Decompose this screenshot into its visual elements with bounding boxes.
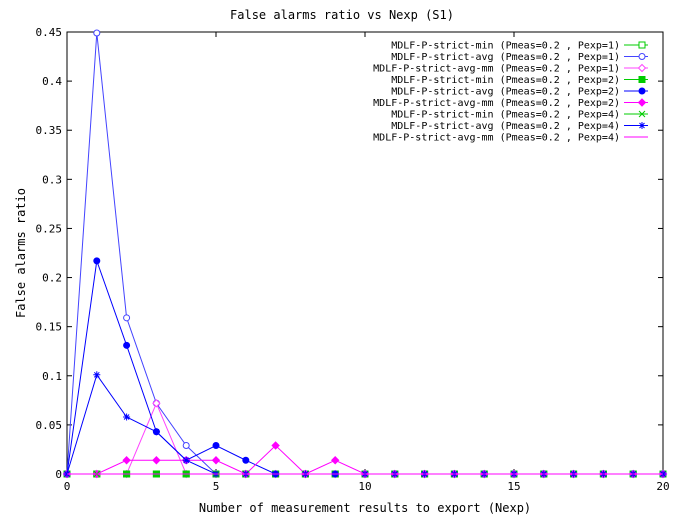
x-tick-label: 5 [213,480,220,493]
series-3 [64,400,667,478]
legend-entry-label: MDLF-P-strict-avg (Pmeas=0.2 , Pexp=1) [391,52,620,63]
data-point [213,443,219,449]
data-point [213,457,220,464]
legend-entry-label: MDLF-P-strict-min (Pmeas=0.2 , Pexp=4) [391,110,620,121]
data-point [183,457,190,464]
y-axis-label: False alarms ratio [14,188,28,318]
legend-sample-marker [639,99,646,106]
data-point [183,443,189,449]
data-point [243,457,249,463]
legend-sample-marker [639,65,646,72]
y-tick-label: 0.25 [36,222,63,235]
data-point [123,457,130,464]
chart-title: False alarms ratio vs Nexp (S1) [230,8,454,22]
y-tick-label: 0.4 [42,75,62,88]
data-point [124,342,130,348]
data-point [124,315,130,321]
legend-entry-label: MDLF-P-strict-avg (Pmeas=0.2 , Pexp=4) [391,121,620,132]
data-point [153,428,160,435]
legend-sample-marker [639,122,646,129]
data-point [94,30,100,36]
legend-sample-marker [639,88,645,94]
series-line [67,261,663,474]
y-tick-label: 0.2 [42,272,62,285]
y-tick-label: 0 [55,468,62,481]
data-point [332,457,339,464]
x-axis-label: Number of measurement results to export … [199,501,531,515]
legend-entry-label: MDLF-P-strict-avg (Pmeas=0.2 , Pexp=2) [391,87,620,98]
y-tick-label: 0.05 [36,419,63,432]
data-point [123,414,130,421]
legend-entry-label: MDLF-P-strict-min (Pmeas=0.2 , Pexp=1) [391,41,620,52]
data-point [93,371,100,378]
legend-entry-label: MDLF-P-strict-avg-mm (Pmeas=0.2 , Pexp=1… [373,64,620,75]
legend: MDLF-P-strict-min (Pmeas=0.2 , Pexp=1)MD… [373,41,648,144]
legend-sample-marker [639,42,645,48]
y-tick-label: 0.35 [36,124,63,137]
x-tick-label: 15 [507,480,520,493]
x-tick-label: 20 [656,480,669,493]
legend-entry-label: MDLF-P-strict-min (Pmeas=0.2 , Pexp=2) [391,75,620,86]
y-tick-label: 0.3 [42,173,62,186]
y-tick-label: 0.15 [36,321,63,334]
legend-entry-label: MDLF-P-strict-avg-mm (Pmeas=0.2 , Pexp=2… [373,98,620,109]
y-tick-label: 0.45 [36,26,63,39]
x-tick-label: 10 [358,480,371,493]
data-point [153,457,160,464]
x-tick-label: 0 [64,480,71,493]
legend-sample-marker [639,54,645,60]
legend-entry-label: MDLF-P-strict-avg-mm (Pmeas=0.2 , Pexp=4… [373,133,620,144]
series-5 [64,258,666,477]
legend-sample-marker [639,77,645,83]
data-point [94,258,100,264]
y-tick-label: 0.1 [42,370,62,383]
